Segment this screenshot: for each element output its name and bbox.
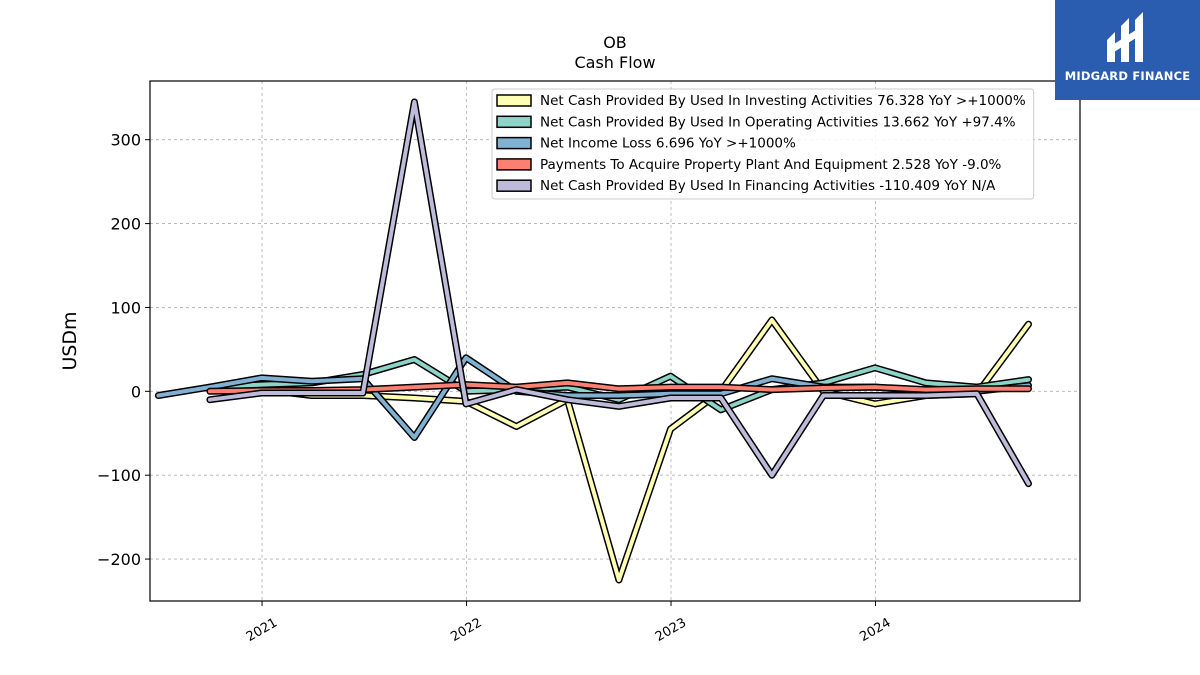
legend-entry: Net Cash Provided By Used In Investing A…: [540, 93, 1026, 109]
y-tick-label: 100: [110, 298, 141, 317]
legend-entry: Net Income Loss 6.696 YoY >+1000%: [540, 136, 796, 152]
legend-swatch: [496, 179, 532, 192]
legend-entry: Net Cash Provided By Used In Financing A…: [540, 178, 996, 194]
legend-entry: Net Cash Provided By Used In Operating A…: [540, 114, 1016, 130]
y-tick-label: −200: [97, 550, 141, 569]
y-axis-ticks: −200 −100 0 100 200 300: [97, 131, 150, 569]
legend-box: [491, 88, 1035, 200]
legend-entry: Payments To Acquire Property Plant And E…: [540, 157, 1002, 173]
legend-swatch: [496, 115, 532, 129]
chart-title: OB: [603, 33, 627, 52]
brand-name: MIDGARD FINANCE: [1064, 69, 1191, 83]
x-axis-ticks: 2021 2022 2023 2024: [244, 601, 894, 645]
brand-logo: MIDGARD FINANCE: [1055, 0, 1200, 100]
series-stroke: [207, 318, 1031, 582]
x-tick-label: 2021: [244, 615, 280, 645]
y-tick-label: 0: [131, 382, 141, 401]
series-stroke: [207, 100, 1031, 486]
brand-mark-icon: [1107, 12, 1143, 62]
series-line-1: [206, 316, 1032, 584]
x-tick-label: 2023: [653, 615, 689, 645]
plot-frame: [149, 80, 1081, 602]
series-layer: [154, 98, 1032, 584]
legend-swatch: [496, 94, 532, 107]
y-axis-label: USDm: [59, 311, 81, 370]
y-tick-label: 300: [110, 131, 141, 150]
legend-swatch: [496, 136, 532, 150]
x-tick-label: 2022: [448, 615, 484, 645]
series-outline: [206, 316, 1032, 584]
y-tick-label: 200: [110, 215, 141, 234]
y-tick-label: −100: [97, 466, 141, 485]
legend: Net Cash Provided By Used In Investing A…: [491, 88, 1035, 200]
chart-subtitle: Cash Flow: [574, 53, 655, 72]
series-line-5: [206, 98, 1032, 488]
legend-swatch: [496, 158, 532, 171]
x-tick-label: 2024: [857, 615, 893, 645]
